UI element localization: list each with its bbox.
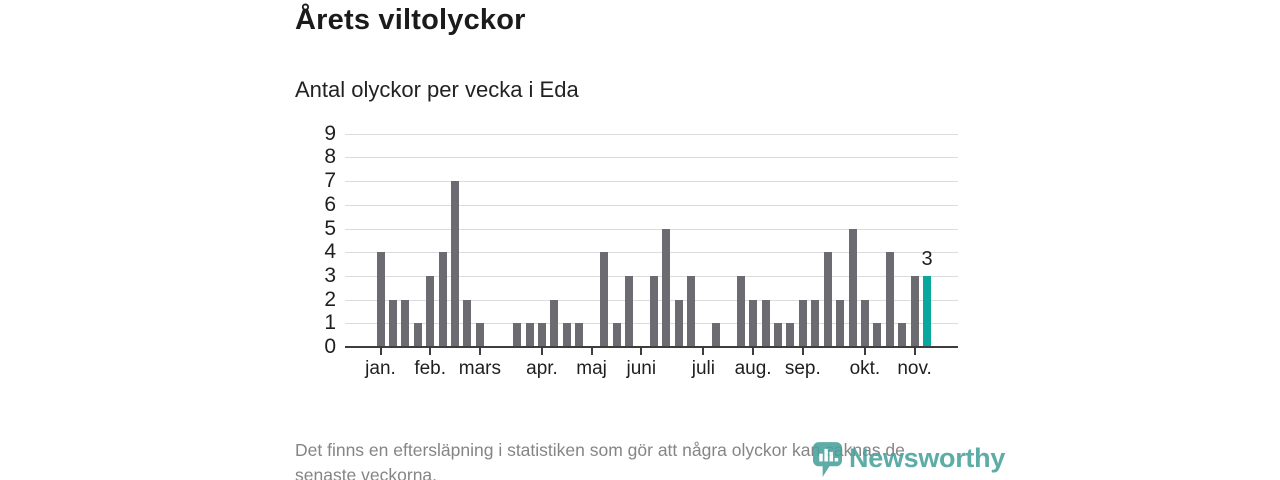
gridline-y8 — [345, 157, 958, 159]
bar-week-14 — [538, 323, 546, 347]
y-axis-tick-label: 6 — [324, 192, 336, 216]
bar-week-39 — [848, 228, 857, 347]
bar-week-24 — [662, 228, 671, 347]
x-axis-tick-aug — [752, 348, 755, 355]
x-axis-tick-mars — [478, 348, 481, 355]
bar-week-19 — [600, 252, 609, 347]
footer-note-line: Det finns en eftersläpning i statistiken… — [295, 440, 905, 460]
gridline-y9 — [345, 133, 958, 135]
x-axis-tick-feb — [429, 348, 432, 355]
bar-week-41 — [873, 323, 882, 347]
x-axis-tick-maj — [590, 348, 593, 355]
y-axis-tick-label: 1 — [324, 311, 336, 335]
bar-value-label: 3 — [921, 247, 933, 270]
bar-week-12 — [513, 323, 522, 347]
bar-week-21 — [624, 275, 633, 347]
newsworthy-logo[interactable]: Newsworthy — [812, 441, 1005, 478]
x-axis-month-label: mars — [458, 358, 501, 379]
bar-week-2 — [388, 299, 397, 347]
bar-week-43 — [898, 323, 907, 347]
bar-week-16 — [562, 323, 571, 347]
y-axis-tick-label: 4 — [324, 240, 336, 264]
bar-week-25 — [674, 299, 683, 347]
bar-week-32 — [761, 299, 770, 347]
x-axis-month-label: feb. — [414, 358, 447, 379]
x-axis-month-label: juli — [691, 358, 715, 379]
x-axis-month-label: apr. — [526, 358, 558, 379]
y-axis-tick-label: 3 — [324, 263, 336, 287]
bar-week-28 — [711, 323, 720, 347]
gridline-y5 — [345, 228, 958, 230]
footer-note-line: senaste veckorna. — [295, 465, 438, 480]
bar-week-44 — [910, 275, 919, 347]
footer-note: Det finns en eftersläpning i statistiken… — [295, 438, 995, 480]
bar-week-36 — [811, 299, 820, 347]
bar-week-30 — [736, 275, 745, 347]
gridline-y6 — [345, 204, 958, 206]
highlighted-bar-week-45 — [923, 275, 931, 347]
x-axis-line — [345, 346, 958, 348]
x-axis-month-label: maj — [576, 358, 607, 379]
logo-dot-icon — [834, 457, 839, 462]
logo-bar-icon — [824, 448, 828, 462]
newsworthy-logo-text: Newsworthy — [849, 443, 1006, 473]
x-axis-tick-apr — [541, 348, 543, 355]
bar-week-3 — [401, 299, 410, 347]
bar-week-20 — [612, 323, 621, 347]
x-axis-month-label: okt. — [849, 358, 881, 379]
bar-week-1 — [376, 252, 385, 347]
bar-week-40 — [860, 299, 869, 347]
bar-week-34 — [786, 323, 795, 347]
logo-bar-icon — [819, 453, 823, 462]
x-axis-tick-juli — [702, 348, 705, 355]
x-axis-tick-okt — [863, 348, 866, 355]
y-axis-tick-label: 0 — [324, 335, 336, 358]
gridline-y4 — [345, 252, 958, 254]
bar-week-33 — [773, 323, 782, 347]
bar-week-6 — [438, 252, 447, 347]
bar-week-23 — [649, 275, 658, 347]
bar-week-38 — [836, 299, 844, 347]
bar-week-5 — [426, 275, 435, 347]
logo-bar-icon — [829, 451, 834, 462]
bar-week-17 — [575, 323, 584, 347]
bar-week-4 — [413, 323, 422, 347]
x-axis-month-label: nov. — [897, 358, 932, 379]
bar-week-9 — [475, 323, 484, 347]
bar-week-35 — [798, 299, 807, 347]
bar-week-37 — [823, 252, 832, 347]
chart-subtitle: Antal olyckor per vecka i Eda — [295, 77, 579, 102]
bar-week-8 — [463, 299, 472, 347]
bar-week-7 — [451, 181, 459, 347]
x-axis-month-label: jan. — [365, 358, 396, 379]
y-axis-tick-label: 2 — [324, 287, 336, 311]
bar-week-15 — [550, 299, 559, 347]
y-axis-tick-label: 9 — [324, 121, 336, 145]
bar-week-31 — [749, 299, 758, 347]
newsworthy-logo-icon — [812, 442, 843, 477]
y-axis-tick-label: 7 — [324, 169, 336, 193]
x-axis-month-label: juni — [626, 358, 657, 379]
x-axis-month-label: aug. — [734, 358, 772, 379]
y-axis-tick-label: 8 — [324, 145, 336, 169]
x-axis-tick-jan — [379, 348, 382, 355]
x-axis-tick-juni — [640, 348, 643, 355]
gridline-y7 — [345, 181, 958, 183]
bar-week-26 — [687, 275, 695, 347]
x-axis-tick-sep — [801, 348, 804, 355]
x-axis-month-label: sep. — [784, 358, 821, 379]
x-axis-tick-nov — [913, 348, 916, 355]
bar-week-42 — [885, 252, 894, 347]
y-axis-tick-label: 5 — [324, 216, 336, 240]
bar-week-13 — [525, 323, 534, 347]
chart-title: Årets viltolyckor — [295, 4, 526, 36]
